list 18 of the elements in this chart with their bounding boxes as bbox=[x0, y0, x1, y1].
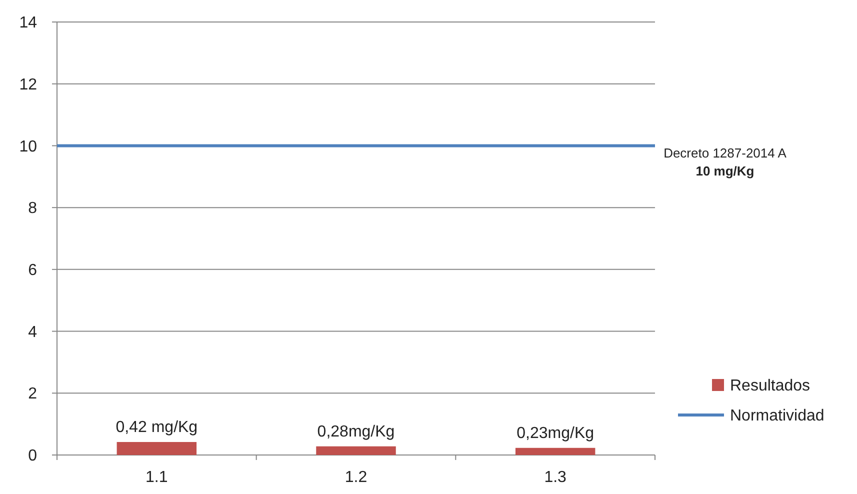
x-tick-label: 1.1 bbox=[146, 469, 168, 486]
data-label: 0,23mg/Kg bbox=[516, 424, 594, 442]
y-tick-label: 14 bbox=[19, 14, 38, 32]
text: Decreto 1287-2014 A bbox=[664, 146, 787, 161]
y-tick-label: 4 bbox=[28, 324, 38, 341]
y-tick-label: 6 bbox=[28, 262, 38, 280]
text: 10 mg/Kg bbox=[696, 164, 754, 179]
legend-label: Resultados bbox=[730, 378, 810, 395]
y-tick-label: 12 bbox=[19, 76, 38, 94]
legend-label: Normatividad bbox=[730, 408, 824, 425]
x-tick-label: 1.3 bbox=[544, 469, 567, 486]
y-tick-label: 8 bbox=[28, 200, 38, 218]
x-tick-label: 1.2 bbox=[344, 469, 368, 486]
data-label: 0,28mg/Kg bbox=[317, 423, 395, 440]
data-label: 0,42 mg/Kg bbox=[116, 419, 198, 436]
y-tick-label: 2 bbox=[28, 386, 38, 403]
y-tick-label: 10 bbox=[19, 138, 38, 156]
y-tick-label: 0 bbox=[28, 448, 38, 465]
